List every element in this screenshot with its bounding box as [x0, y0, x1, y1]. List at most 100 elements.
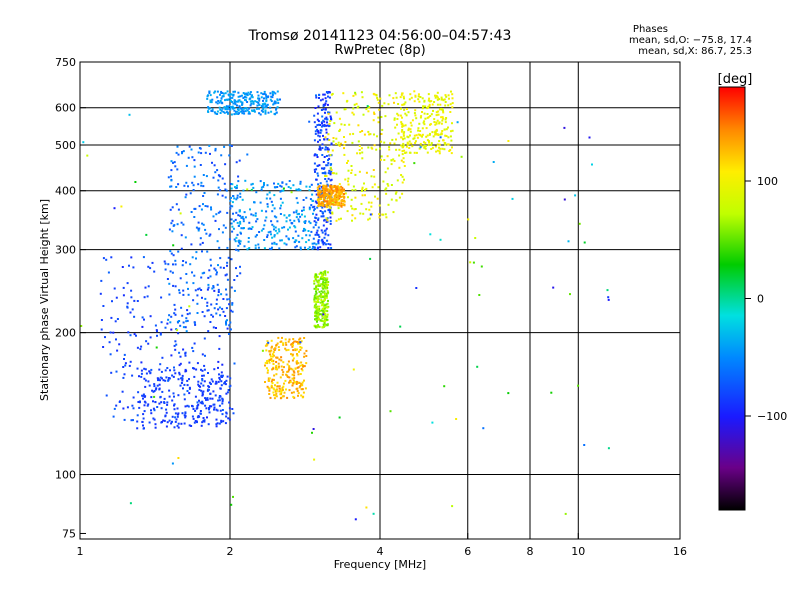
data-point — [128, 264, 130, 267]
data-point — [366, 105, 369, 108]
data-point — [264, 109, 267, 112]
data-point — [179, 277, 182, 280]
data-point — [445, 128, 448, 131]
data-point — [287, 186, 290, 188]
data-point — [207, 106, 210, 109]
data-point — [455, 418, 458, 420]
data-point — [270, 100, 273, 103]
data-point — [239, 107, 242, 110]
data-point — [436, 98, 439, 101]
data-point — [316, 309, 319, 312]
data-point — [321, 326, 324, 329]
data-point — [170, 315, 173, 318]
data-point — [323, 297, 326, 300]
data-point — [324, 324, 327, 327]
data-point — [313, 168, 316, 171]
data-point — [235, 248, 238, 251]
data-point — [244, 216, 247, 219]
data-point — [202, 223, 205, 226]
data-point — [181, 151, 184, 153]
data-point — [447, 126, 449, 129]
data-point — [325, 318, 328, 321]
data-point — [153, 383, 156, 386]
data-point — [314, 224, 317, 226]
data-point — [277, 346, 280, 349]
data-point — [326, 302, 329, 305]
data-point — [324, 272, 327, 275]
data-point — [192, 417, 195, 420]
data-point — [215, 298, 218, 301]
data-point — [174, 165, 177, 168]
data-point — [339, 128, 341, 131]
data-point — [325, 315, 328, 318]
data-point — [274, 389, 277, 392]
data-point — [302, 229, 305, 232]
data-point — [220, 293, 223, 296]
data-point — [296, 213, 299, 216]
data-point — [239, 195, 242, 198]
data-point — [328, 122, 331, 125]
data-point — [340, 205, 343, 208]
data-point — [294, 226, 297, 229]
data-point — [196, 405, 199, 407]
data-point — [415, 151, 418, 154]
data-point — [247, 112, 250, 115]
data-point — [234, 110, 237, 113]
data-point — [222, 266, 225, 269]
data-point — [215, 327, 217, 329]
data-point — [248, 247, 251, 249]
data-point — [284, 338, 287, 341]
data-point — [153, 270, 156, 273]
data-point — [322, 243, 325, 246]
data-point — [413, 90, 416, 93]
data-point — [298, 386, 301, 389]
data-point — [280, 365, 283, 368]
data-point — [276, 368, 279, 371]
data-point — [298, 342, 301, 345]
data-point — [182, 260, 185, 262]
data-point — [180, 382, 183, 384]
data-point — [285, 183, 288, 186]
data-point — [284, 341, 287, 344]
data-point — [444, 118, 447, 121]
data-point — [141, 316, 144, 319]
data-point — [231, 408, 234, 410]
data-point — [195, 420, 198, 423]
data-point — [441, 130, 444, 132]
data-point — [275, 388, 278, 391]
data-point — [122, 407, 125, 410]
data-point — [315, 213, 318, 216]
data-point — [214, 382, 217, 385]
data-point — [440, 98, 443, 101]
data-point — [302, 391, 305, 394]
data-point — [182, 223, 185, 226]
data-point — [326, 164, 329, 167]
data-point — [183, 184, 186, 187]
data-point — [173, 366, 175, 369]
data-point — [256, 91, 259, 94]
data-point — [314, 130, 317, 133]
data-point — [200, 181, 203, 184]
data-point — [197, 229, 200, 232]
data-point — [275, 368, 277, 371]
data-point — [328, 111, 331, 114]
data-point — [357, 140, 360, 143]
data-point — [321, 277, 324, 280]
data-point — [216, 169, 219, 172]
data-point — [401, 103, 404, 106]
data-point — [237, 109, 240, 111]
data-point — [297, 381, 300, 384]
data-point — [324, 233, 327, 236]
data-point — [396, 179, 399, 182]
data-point — [215, 303, 218, 305]
data-point — [368, 217, 371, 220]
data-point — [200, 184, 203, 187]
data-point — [226, 261, 229, 264]
data-point — [337, 193, 340, 196]
data-point — [232, 195, 235, 197]
data-point — [367, 110, 370, 113]
data-point — [198, 287, 201, 290]
data-point — [403, 103, 406, 106]
data-point — [254, 214, 257, 217]
data-point — [266, 343, 269, 346]
